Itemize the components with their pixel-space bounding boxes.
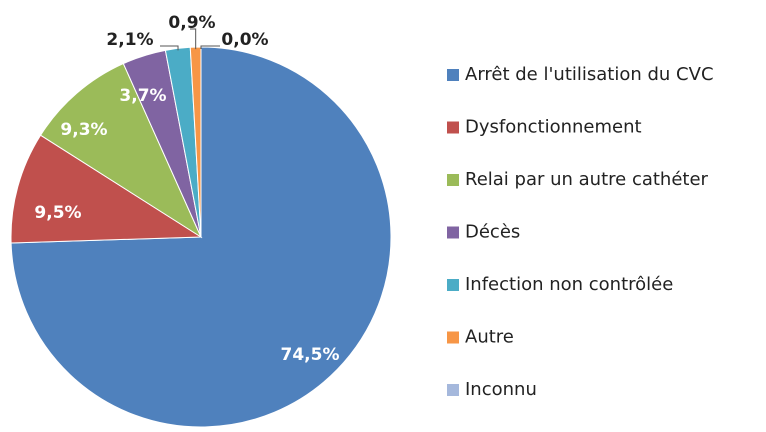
data-label: 9,3% <box>60 120 107 140</box>
legend-label: Relai par un autre cathéter <box>465 169 709 190</box>
pie-slice <box>39 62 203 239</box>
legend-label: Arrêt de l'utilisation du CVC <box>465 64 714 85</box>
legend-swatch <box>447 226 459 239</box>
legend-label: Infection non contrôlée <box>465 274 673 295</box>
legend-swatch <box>447 384 459 396</box>
data-label: 74,5% <box>281 345 340 365</box>
legend-label: Autre <box>465 327 514 348</box>
legend-swatch <box>447 69 459 81</box>
leader-line <box>200 45 220 49</box>
leader-line <box>160 45 179 51</box>
data-label: 0,0% <box>221 30 268 50</box>
legend-swatch <box>447 121 459 134</box>
legend-swatch <box>447 331 459 344</box>
data-label: 9,5% <box>34 203 81 223</box>
legend-swatch <box>447 279 459 291</box>
legend-label: Inconnu <box>465 379 537 400</box>
legend-label: Décès <box>465 222 520 243</box>
data-label: 0,9% <box>168 13 215 33</box>
pie-slice <box>10 134 203 244</box>
legend-label: Dysfonctionnement <box>465 117 642 138</box>
leader-line <box>190 28 197 50</box>
legend-swatch <box>447 174 459 186</box>
data-label: 3,7% <box>119 86 166 106</box>
data-label: 2,1% <box>106 30 153 50</box>
